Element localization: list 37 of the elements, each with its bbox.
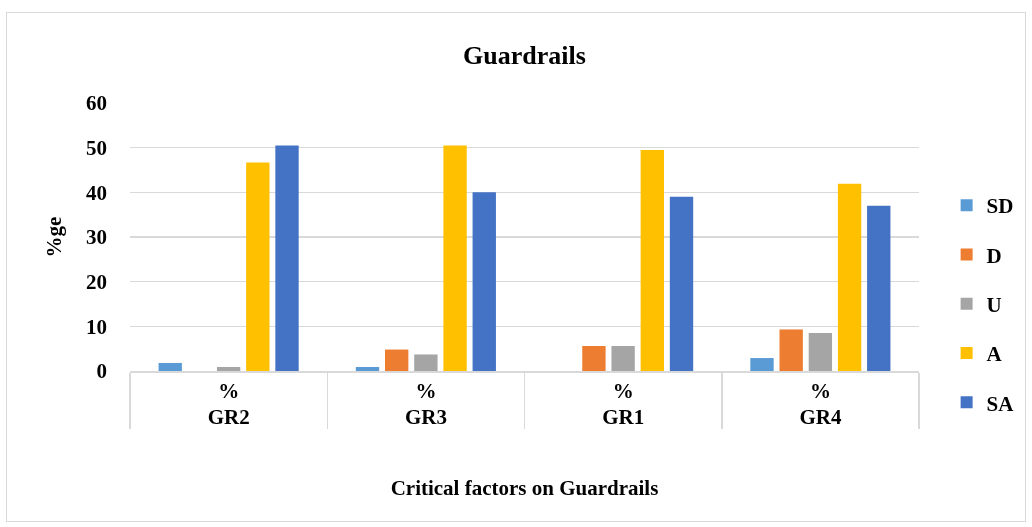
y-tick-label: 40 — [86, 180, 107, 205]
y-tick-label: 10 — [86, 314, 107, 339]
x-axis-title: Critical factors on Guardrails — [390, 475, 659, 500]
bar — [158, 362, 182, 371]
bar — [611, 345, 635, 371]
bar — [246, 162, 270, 371]
legend-label: U — [986, 292, 1002, 317]
bar — [355, 366, 380, 371]
chart-title: Guardrails — [463, 41, 586, 71]
category-label: % GR2 — [207, 378, 250, 429]
bar — [443, 145, 467, 371]
bar — [216, 366, 241, 371]
bar — [582, 345, 606, 371]
category-label: % GR4 — [799, 378, 842, 429]
y-tick-label: 20 — [86, 270, 107, 295]
category-label: % GR1 — [602, 378, 645, 429]
bar — [779, 329, 803, 371]
legend-label: D — [986, 243, 1002, 268]
legend-label: SD — [986, 194, 1014, 219]
bar — [837, 183, 862, 371]
bar — [472, 192, 496, 371]
y-tick-label: 60 — [86, 91, 107, 116]
legend-label: A — [986, 342, 1003, 367]
bar — [750, 358, 774, 371]
bar — [414, 354, 438, 371]
category-label: % GR3 — [404, 378, 447, 429]
y-tick-label: 30 — [86, 225, 107, 250]
bar — [867, 205, 891, 371]
bar — [385, 349, 409, 371]
y-axis-title: %ge — [42, 216, 67, 258]
bar — [669, 196, 694, 371]
bar — [808, 333, 833, 371]
bar — [640, 149, 664, 371]
bar — [275, 145, 299, 371]
legend-label: SA — [986, 391, 1015, 416]
y-tick-label: 50 — [86, 136, 107, 161]
y-tick-label: 0 — [96, 359, 107, 384]
